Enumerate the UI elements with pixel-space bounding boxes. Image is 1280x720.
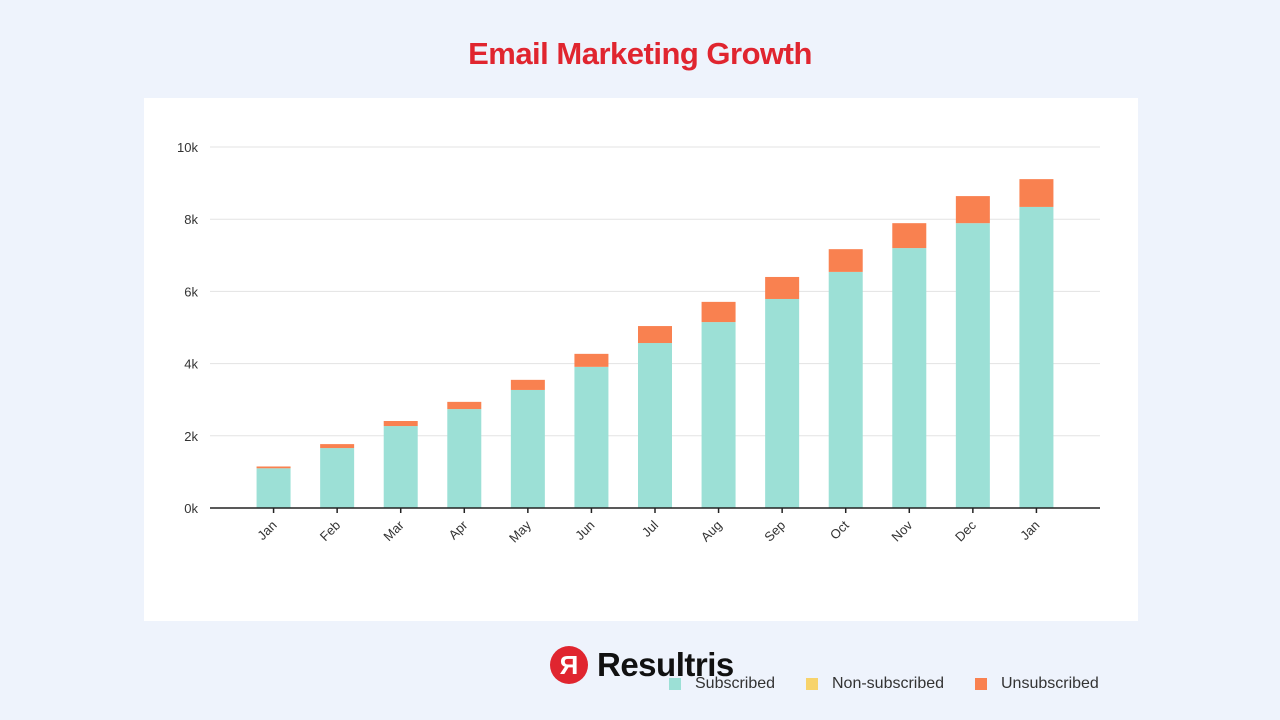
x-tick-label: Sep	[761, 518, 788, 545]
logo-text: Resultris	[597, 646, 734, 683]
y-tick-label: 6k	[184, 284, 198, 299]
bar-unsubscribed	[574, 353, 609, 367]
bar-subscribed	[828, 271, 863, 508]
bar-subscribed	[955, 223, 990, 508]
bar-subscribed	[701, 322, 736, 508]
bar-unsubscribed	[638, 326, 672, 344]
legend-swatch	[669, 678, 681, 690]
bar-unsubscribed	[828, 249, 863, 272]
bar-unsubscribed	[383, 420, 418, 427]
bar-unsubscribed	[256, 466, 291, 469]
chart-card: 0k 2k 4k 6k 8k 10k Jan Feb Mar Apr May Jun Jul Aug Sep…	[144, 98, 1138, 692]
bar-subscribed	[510, 389, 545, 508]
logo-mark-icon: Я	[550, 646, 588, 684]
x-tick-label: Aug	[698, 518, 725, 545]
bar-subscribed	[1019, 206, 1054, 508]
x-tick-label: May	[506, 517, 534, 545]
x-tick-label: Mar	[380, 517, 407, 544]
x-tick-label: Jan	[254, 518, 279, 543]
x-tick-label: Jan	[1017, 518, 1042, 543]
bar-subscribed	[892, 248, 927, 508]
legend-unsubscribed: Unsubscribed	[975, 675, 1099, 693]
x-tick-label: Oct	[827, 517, 852, 542]
bar-subscribed	[383, 426, 418, 508]
x-tick-label: Nov	[888, 517, 915, 544]
legend-label: Subscribed	[695, 675, 776, 692]
bar-subscribed	[447, 409, 482, 508]
legend-label: Non-subscribed	[832, 675, 945, 692]
bar-unsubscribed	[510, 379, 545, 390]
bar-subscribed	[256, 468, 291, 508]
x-tick-label: Jul	[639, 517, 661, 539]
legend-non-subscribed: Non-subscribed	[806, 675, 944, 693]
resultris-logo: Я Resultris	[550, 646, 734, 684]
x-tick-label: Apr	[445, 517, 470, 542]
bar-subscribed	[574, 366, 609, 508]
x-tick-label: Feb	[317, 518, 343, 544]
x-tick-label: Dec	[952, 517, 979, 544]
y-tick-label: 2k	[184, 429, 198, 444]
legend-swatch	[806, 678, 818, 690]
y-tick-label: 10k	[177, 140, 198, 155]
stacked-bar-chart: 0k 2k 4k 6k 8k 10k Jan Feb Mar Apr May Jun Jul Aug Sep…	[177, 140, 1100, 545]
y-tick-label: 8k	[184, 212, 198, 227]
bar-unsubscribed	[701, 301, 736, 323]
bar-unsubscribed	[1019, 179, 1054, 207]
y-tick-label: 4k	[184, 357, 198, 372]
bar-unsubscribed	[892, 223, 927, 249]
legend-subscribed: Subscribed	[669, 675, 775, 693]
legend-label: Unsubscribed	[1001, 675, 1099, 692]
bar-subscribed	[320, 448, 355, 508]
bar-unsubscribed	[320, 444, 355, 449]
bar-subscribed	[765, 298, 800, 508]
bar-unsubscribed	[765, 276, 800, 299]
bar-subscribed	[638, 343, 672, 508]
bar-unsubscribed	[447, 401, 482, 410]
x-tick-label: Jun	[572, 518, 597, 543]
chart-title: Email Marketing Growth	[468, 36, 812, 71]
bar-unsubscribed	[955, 196, 990, 224]
y-tick-label: 0k	[184, 501, 198, 516]
legend-swatch	[975, 678, 987, 690]
